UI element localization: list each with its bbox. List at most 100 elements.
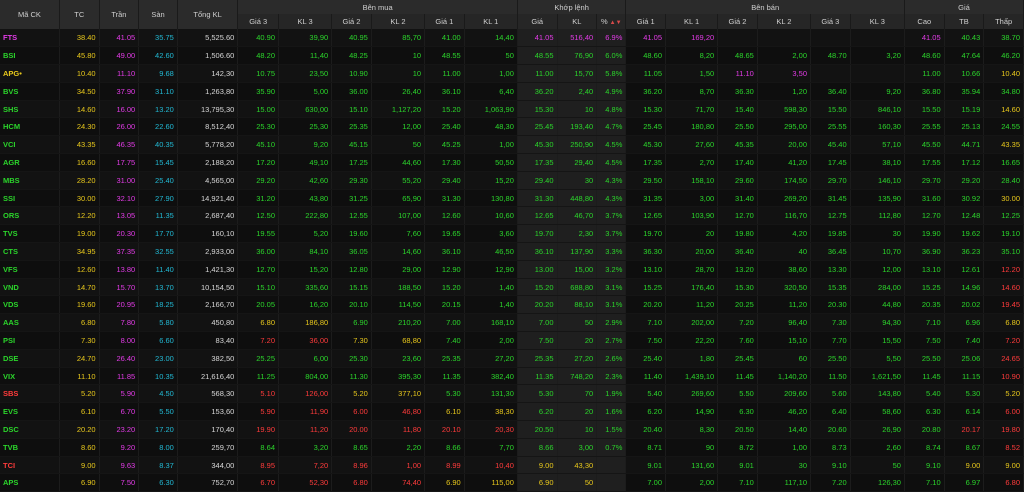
col-header-floor[interactable]: Sàn (138, 0, 178, 29)
cell-symbol[interactable]: APS (0, 473, 60, 492)
cell-symbol[interactable]: SHS (0, 100, 60, 119)
table-row[interactable]: SSI 30.00 32.10 27.90 14,921,40 31.20 43,80 31.… (0, 189, 1024, 208)
table-row[interactable]: VDS 19.60 20.95 18.25 2,166,70 20.05 16,20 20.1… (0, 295, 1024, 315)
cell-bid-vol-3: 5,20 (278, 224, 333, 244)
cell-low: 19.10 (983, 224, 1024, 244)
table-row[interactable]: HCM 24.30 26.00 22.60 8,512,40 25.30 25,30 25.3… (0, 117, 1024, 137)
col-header-ask-price-1[interactable]: Giá 1 (625, 14, 667, 29)
cell-bid-price-3: 29.20 (237, 171, 279, 190)
cell-symbol[interactable]: VFS (0, 260, 60, 279)
col-header-bid-price-1[interactable]: Giá 1 (424, 14, 465, 29)
table-row[interactable]: FTS 38.40 41.05 35.75 5,525.60 40.90 39,90 40.9… (0, 29, 1024, 48)
table-row[interactable]: DSC 20.20 23.20 17.20 170,40 19.90 11,20 20.00 1… (0, 420, 1024, 439)
table-row[interactable]: TCI 9.00 9.63 8.37 344,00 8.95 7,20 8.96 1,00 8.9… (0, 456, 1024, 475)
table-row[interactable]: ORS 12.20 13.05 11.35 2,687,40 12.50 222,80 12.… (0, 206, 1024, 226)
table-row[interactable]: DSE 24.70 26.40 23.00 382,50 25.25 6,00 25.30 23… (0, 349, 1024, 368)
table-row[interactable]: VCI 43.35 46.35 40.35 5,778,20 45.10 9,20 45.15… (0, 135, 1024, 155)
col-header-bid-price-2[interactable]: Giá 2 (331, 14, 372, 29)
col-header-match-percent[interactable]: % ▲▼ (596, 14, 627, 29)
table-row[interactable]: VIX 11.10 11.85 10.35 21,616,40 11.25 804,00 11… (0, 367, 1024, 386)
cell-symbol[interactable]: VIX (0, 367, 60, 386)
cell-ceiling: 37.35 (99, 242, 140, 261)
cell-symbol[interactable]: DSE (0, 349, 60, 368)
cell-symbol[interactable]: SBS (0, 384, 60, 404)
table-row[interactable]: CTS 34.95 37.35 32.55 2,933,00 36.00 84,10 36.0… (0, 242, 1024, 261)
cell-symbol[interactable]: VDS (0, 295, 60, 315)
cell-symbol[interactable]: MBS (0, 171, 60, 190)
table-row[interactable]: AAS 6.80 7.80 5.80 450,80 6.80 186,80 6.90 210,2… (0, 313, 1024, 333)
col-header-ask-vol-1[interactable]: KL 1 (665, 14, 719, 29)
table-row[interactable]: PSI 7.30 8.00 6.60 83,40 7.20 36,00 7.30 68,80 7.… (0, 331, 1024, 350)
table-row[interactable]: APS 6.90 7.50 6.30 752,70 6.70 52,30 6.80 74,40 6… (0, 473, 1024, 492)
cell-symbol[interactable]: PSI (0, 331, 60, 350)
col-header-total-volume[interactable]: Tổng KL (177, 0, 239, 29)
col-header-ask-price-2[interactable]: Giá 2 (717, 14, 758, 29)
table-row[interactable]: BSI 45.80 49.00 42.60 1,506.60 48.20 11,40 48.2… (0, 46, 1024, 66)
cell-ask-vol-2: 40 (757, 242, 812, 261)
cell-symbol[interactable]: TCI (0, 456, 60, 475)
cell-high: 7.10 (904, 313, 945, 333)
cell-symbol[interactable]: TVB (0, 438, 60, 457)
col-header-ceiling[interactable]: Trần (99, 0, 140, 29)
table-row[interactable]: TVB 8.60 9.20 8.00 259,70 8.64 3,20 8.65 2,20 8.6… (0, 438, 1024, 457)
table-row[interactable]: VFS 12.60 13.80 11.40 1,421,30 12.70 15,20 12.8… (0, 260, 1024, 279)
cell-ask-price-3: 15.35 (810, 278, 851, 297)
cell-floor: 31.10 (138, 82, 178, 101)
cell-symbol[interactable]: HCM (0, 117, 60, 137)
col-header-bid-vol-3[interactable]: KL 3 (278, 14, 333, 29)
cell-symbol[interactable]: AGR (0, 153, 60, 172)
cell-symbol[interactable]: TVS (0, 224, 60, 244)
table-row[interactable]: VND 14.70 15.70 13.70 10,154,50 15.10 335,60 15… (0, 278, 1024, 297)
col-header-bid-price-3[interactable]: Giá 3 (237, 14, 279, 29)
cell-ask-price-2: 8.72 (717, 438, 758, 457)
cell-ask-vol-3: 5,50 (850, 349, 905, 368)
cell-bid-price-3: 12.50 (237, 206, 279, 226)
table-row[interactable]: TVS 19.00 20.30 17.70 160,10 19.55 5,20 19.60 7,… (0, 224, 1024, 244)
cell-symbol[interactable]: DSC (0, 420, 60, 439)
col-header-low[interactable]: Thấp (983, 14, 1024, 29)
cell-symbol[interactable]: VND (0, 278, 60, 297)
col-header-match-price[interactable]: Giá (517, 14, 558, 29)
cell-symbol[interactable]: BSI (0, 46, 60, 66)
sort-icon[interactable]: ▲▼ (609, 20, 622, 26)
cell-bid-price-1: 19.65 (424, 224, 465, 244)
cell-symbol[interactable]: SSI (0, 189, 60, 208)
col-header-bid-vol-2[interactable]: KL 2 (371, 14, 426, 29)
cell-bid-price-3: 20.05 (237, 295, 279, 315)
col-header-high[interactable]: Cao (904, 14, 945, 29)
col-header-average[interactable]: TB (944, 14, 985, 29)
cell-floor: 23.00 (138, 349, 178, 368)
col-header-ask-vol-3[interactable]: KL 3 (850, 14, 905, 29)
table-row[interactable]: MBS 28.20 31.00 25.40 4,565,00 29.20 42,60 29.3… (0, 171, 1024, 190)
table-row[interactable]: EVS 6.10 6.70 5.50 153,60 5.90 11,90 6.00 46,80 6… (0, 402, 1024, 422)
cell-symbol[interactable]: AAS (0, 313, 60, 333)
cell-match-price: 25.35 (517, 349, 558, 368)
col-header-bid-vol-1[interactable]: KL 1 (464, 14, 518, 29)
cell-symbol[interactable]: EVS (0, 402, 60, 422)
col-header-symbol[interactable]: Mã CK (0, 0, 60, 29)
cell-total-volume: 344,00 (177, 456, 239, 475)
cell-ask-vol-1: 180,80 (665, 117, 719, 137)
cell-symbol[interactable]: APG• (0, 64, 60, 83)
col-header-ask-price-3[interactable]: Giá 3 (810, 14, 851, 29)
col-header-match-volume[interactable]: KL (557, 14, 598, 29)
cell-symbol[interactable]: VCI (0, 135, 60, 155)
cell-bid-vol-2: 11,80 (371, 420, 426, 439)
col-header-ask-vol-2[interactable]: KL 2 (757, 14, 812, 29)
table-row[interactable]: BVS 34.50 37.90 31.10 1,263,80 35.90 5,00 36.00… (0, 82, 1024, 101)
cell-symbol[interactable]: ORS (0, 206, 60, 226)
cell-match-price: 36.10 (517, 242, 558, 261)
cell-symbol[interactable]: FTS (0, 29, 60, 48)
table-row[interactable]: SBS 5.20 5.90 4.50 568,30 5.10 126,00 5.20 377,1… (0, 384, 1024, 404)
col-header-ref[interactable]: TC (59, 0, 100, 29)
cell-bid-price-2: 45.15 (331, 135, 372, 155)
cell-bid-price-1: 15.20 (424, 100, 465, 119)
cell-symbol[interactable]: CTS (0, 242, 60, 261)
table-row[interactable]: AGR 16.60 17.75 15.45 2,188,20 17.20 49,10 17.2… (0, 153, 1024, 172)
table-row[interactable]: SHS 14.60 16.00 13.20 13,795,30 15.00 630,00 15… (0, 100, 1024, 119)
cell-high: 9.10 (904, 456, 945, 475)
cell-symbol[interactable]: BVS (0, 82, 60, 101)
table-row[interactable]: APG• 10.40 11.10 9.68 142,30 10.75 23,50 10.90 1… (0, 64, 1024, 83)
cell-average: 6.96 (944, 313, 985, 333)
cell-ref: 10.40 (59, 64, 100, 83)
